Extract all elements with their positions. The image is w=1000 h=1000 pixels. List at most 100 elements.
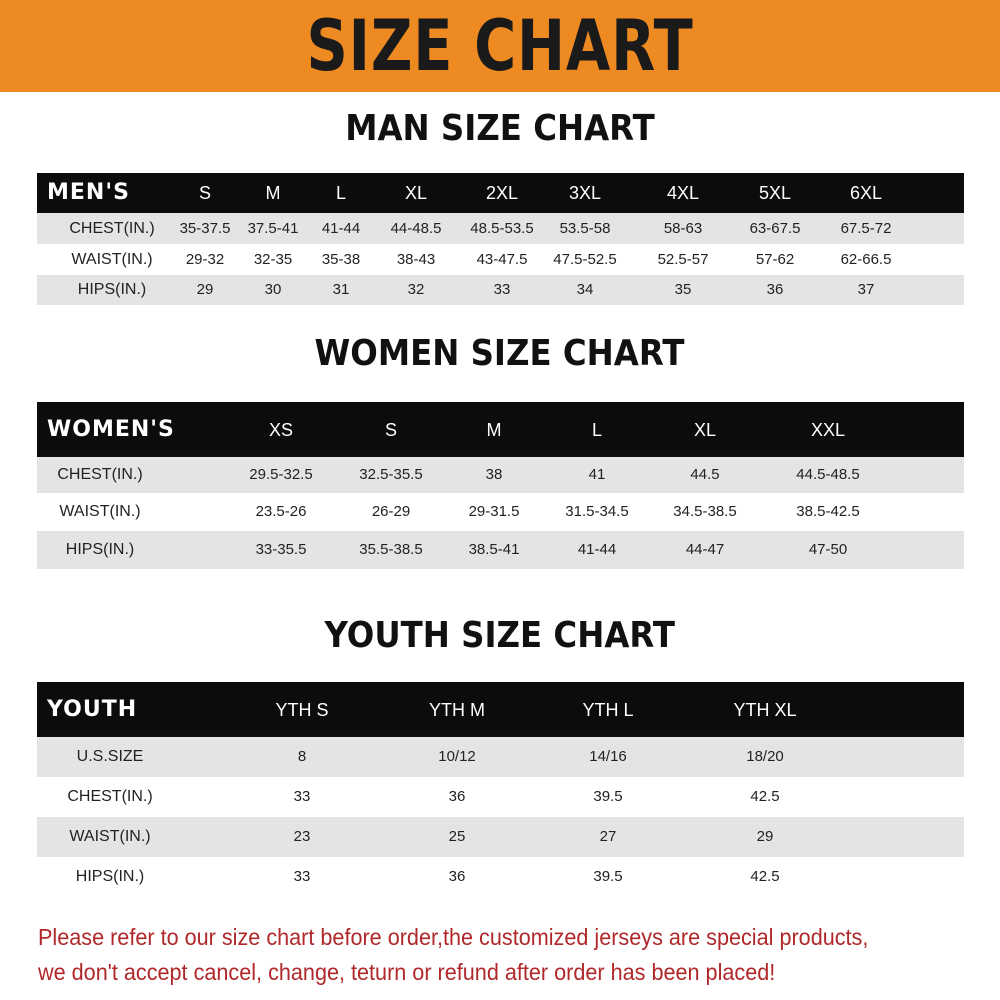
table-row: WAIST(IN.) 29-32 32-35 35-38 38-43 43-47.5 47.… xyxy=(37,244,964,275)
table-cell: 52.5-57 xyxy=(657,250,709,268)
table-cell: 26-29 xyxy=(371,503,411,520)
table-row: CHEST(IN.) 35-37.5 37.5-41 41-44 44-48.5 48.5… xyxy=(37,213,964,244)
table-cell: 33-35.5 xyxy=(255,541,307,558)
table-cell: 31 xyxy=(332,281,350,298)
header-label: YOUTH xyxy=(47,696,138,722)
table-cell: 32.5-35.5 xyxy=(359,466,423,483)
row-label: U.S.SIZE xyxy=(76,748,144,765)
section-title: MAN SIZE CHART xyxy=(0,108,1000,149)
size-header: 2XL xyxy=(485,183,519,203)
table-cell: 38 xyxy=(485,466,503,483)
size-header: 6XL xyxy=(849,183,883,203)
table-cell: 41-44 xyxy=(321,219,361,237)
size-header: S xyxy=(198,183,212,203)
table-cell: 44.5-48.5 xyxy=(796,466,860,483)
row-label: HIPS(IN.) xyxy=(65,541,135,558)
table-cell: 8 xyxy=(297,748,307,765)
table-cell: 58-63 xyxy=(663,219,703,237)
section-title: YOUTH SIZE CHART xyxy=(0,615,1000,656)
table-cell: 38.5-41 xyxy=(468,541,520,558)
table-cell: 62-66.5 xyxy=(840,250,892,268)
table-cell: 38-43 xyxy=(396,250,436,268)
table-cell: 44-48.5 xyxy=(390,219,442,237)
size-header: 5XL xyxy=(758,183,792,203)
table-cell: 31.5-34.5 xyxy=(565,503,629,520)
table-cell: 36 xyxy=(448,788,466,805)
table-cell: 23 xyxy=(293,828,311,845)
size-header: M xyxy=(486,419,502,440)
table-cell: 41-44 xyxy=(577,541,617,558)
notice-line-2: we don't accept cancel, change, teturn o… xyxy=(38,959,776,985)
table-cell: 36 xyxy=(448,868,466,885)
notice-line-1: Please refer to our size chart before or… xyxy=(38,924,869,950)
table-cell: 33 xyxy=(293,868,311,885)
table-row: CHEST(IN.) 33 36 39.5 42.5 xyxy=(37,777,964,817)
table-cell: 10/12 xyxy=(438,748,476,765)
table-cell: 35-37.5 xyxy=(179,219,231,237)
header-label: MEN'S xyxy=(47,180,130,205)
table-cell: 29.5-32.5 xyxy=(249,466,313,483)
section-title-text: MAN SIZE CHART xyxy=(345,108,655,149)
size-header: L xyxy=(335,183,347,203)
table-cell: 53.5-58 xyxy=(559,219,611,237)
row-label: HIPS(IN.) xyxy=(77,281,147,298)
table-cell: 30 xyxy=(264,281,282,298)
size-header: XL xyxy=(693,419,717,440)
table-cell: 35.5-38.5 xyxy=(359,541,423,558)
size-header: XL xyxy=(404,183,428,203)
size-header: M xyxy=(265,183,281,203)
table-cell: 29-32 xyxy=(185,250,225,268)
table-row: HIPS(IN.) 29 30 31 32 33 34 35 36 37 xyxy=(37,275,964,305)
table-cell: 14/16 xyxy=(589,748,627,765)
row-label: HIPS(IN.) xyxy=(75,868,145,885)
table-cell: 34 xyxy=(576,281,594,298)
row-label: WAIST(IN.) xyxy=(59,503,141,520)
table-cell: 43-47.5 xyxy=(476,250,528,268)
table-cell: 36 xyxy=(766,281,784,298)
size-header: YTH XL xyxy=(733,699,797,720)
table-row: WAIST(IN.) 23 25 27 29 xyxy=(37,817,964,857)
table-cell: 44-47 xyxy=(685,541,725,558)
table-cell: 47.5-52.5 xyxy=(553,250,617,268)
section-title: WOMEN SIZE CHART xyxy=(0,333,1000,374)
size-header: 4XL xyxy=(666,183,700,203)
notice: Please refer to our size chart before or… xyxy=(38,920,922,990)
table-cell: 47-50 xyxy=(808,541,848,558)
table-cell: 48.5-53.5 xyxy=(470,219,534,237)
table-header: YOUTH YTH S YTH M YTH L YTH XL xyxy=(37,682,964,737)
size-header: YTH L xyxy=(582,699,634,720)
table-cell: 35 xyxy=(674,281,692,298)
table-row: WAIST(IN.) 23.5-26 26-29 29-31.5 31.5-34.5 34… xyxy=(37,493,964,531)
size-header: XXL xyxy=(810,419,846,440)
table-cell: 44.5 xyxy=(690,466,720,483)
table-cell: 34.5-38.5 xyxy=(673,503,737,520)
table-cell: 37.5-41 xyxy=(247,219,299,237)
section-title-text: WOMEN SIZE CHART xyxy=(315,333,685,374)
size-header: YTH S xyxy=(275,699,329,720)
table-cell: 25 xyxy=(448,828,466,845)
table-cell: 29 xyxy=(196,281,214,298)
table-cell: 42.5 xyxy=(750,788,780,805)
size-header: 3XL xyxy=(568,183,602,203)
section-title-text: YOUTH SIZE CHART xyxy=(324,615,676,656)
table-cell: 33 xyxy=(493,281,511,298)
table-cell: 29 xyxy=(756,828,774,845)
table-cell: 67.5-72 xyxy=(840,219,892,237)
row-label: WAIST(IN.) xyxy=(69,828,151,845)
size-header: XS xyxy=(268,419,294,440)
banner: SIZE CHART xyxy=(0,0,1000,92)
size-header: L xyxy=(591,419,603,440)
row-label: CHEST(IN.) xyxy=(57,466,143,483)
row-label: CHEST(IN.) xyxy=(69,219,155,237)
table-cell: 42.5 xyxy=(750,868,780,885)
banner-title: SIZE CHART xyxy=(306,5,694,87)
table-cell: 29-31.5 xyxy=(468,503,520,520)
table-cell: 33 xyxy=(293,788,311,805)
table-cell: 39.5 xyxy=(593,868,623,885)
table-cell: 18/20 xyxy=(746,748,784,765)
table-cell: 57-62 xyxy=(755,250,795,268)
table-row: CHEST(IN.) 29.5-32.5 32.5-35.5 38 41 44.5 44.5… xyxy=(37,457,964,493)
table-cell: 41 xyxy=(588,466,606,483)
table-cell: 32 xyxy=(407,281,425,298)
row-label: CHEST(IN.) xyxy=(67,788,153,805)
